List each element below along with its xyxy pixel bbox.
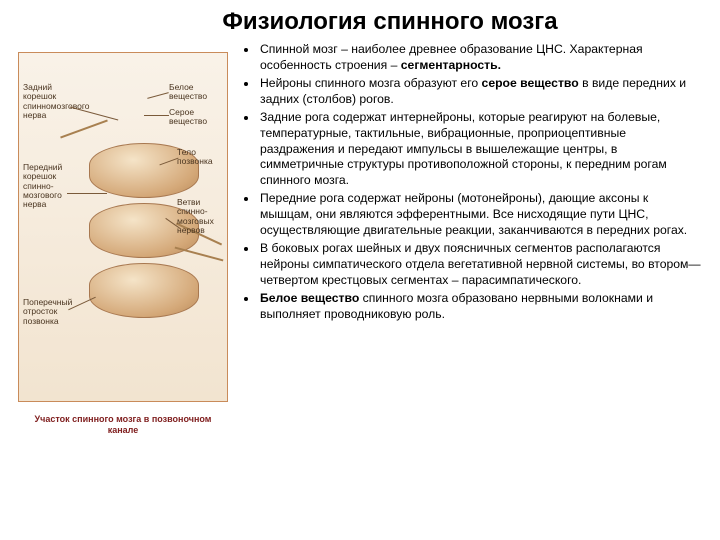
bullet-bold: серое вещество [482,76,579,90]
figure-label: Белое вещество [169,83,229,102]
nerve-shape [175,247,224,262]
list-item: В боковых рогах шейных и двух поясничных… [258,241,702,288]
list-item: Нейроны спинного мозга образуют его серо… [258,76,702,107]
figure-label: Ветви спинно-мозговых нервов [177,198,225,235]
figure-label: Задний корешок спинномозгового нерва [23,83,83,120]
leader-line [144,115,169,116]
bullet-bold: сегментарность. [401,58,501,72]
figure-label: Тело позвонка [177,148,222,167]
bullets-column: Спинной мозг – наиболее древнее образова… [236,42,702,440]
figure-column: Задний корешок спинномозгового нерва Пер… [18,42,228,440]
vertebra-shape [89,263,199,318]
content-row: Задний корешок спинномозгового нерва Пер… [18,42,702,440]
leader-line [147,92,169,99]
leader-line [67,193,107,194]
figure-label: Серое вещество [169,108,229,127]
list-item: Передние рога содержат нейроны (мотонейр… [258,191,702,238]
bullet-text: Нейроны спинного мозга образуют его [260,76,482,90]
bullet-list: Спинной мозг – наиболее древнее образова… [240,42,702,322]
list-item: Спинной мозг – наиболее древнее образова… [258,42,702,73]
figure-caption: Участок спинного мозга в позвоночном кан… [18,410,228,440]
bullet-text: В боковых рогах шейных и двух поясничных… [260,241,701,286]
nerve-shape [60,120,108,139]
spinal-cord-figure: Задний корешок спинномозгового нерва Пер… [18,52,228,402]
figure-label: Передний корешок спинно-мозгового нерва [23,163,83,210]
figure-label: Поперечный отросток позвонка [23,298,83,326]
page-title: Физиология спинного мозга [18,8,702,36]
bullet-bold: Белое вещество [260,291,359,305]
bullet-text: Задние рога содержат интернейроны, котор… [260,110,667,186]
list-item: Белое вещество спинного мозга образовано… [258,291,702,322]
list-item: Задние рога содержат интернейроны, котор… [258,110,702,188]
bullet-text: Передние рога содержат нейроны (мотонейр… [260,191,687,236]
